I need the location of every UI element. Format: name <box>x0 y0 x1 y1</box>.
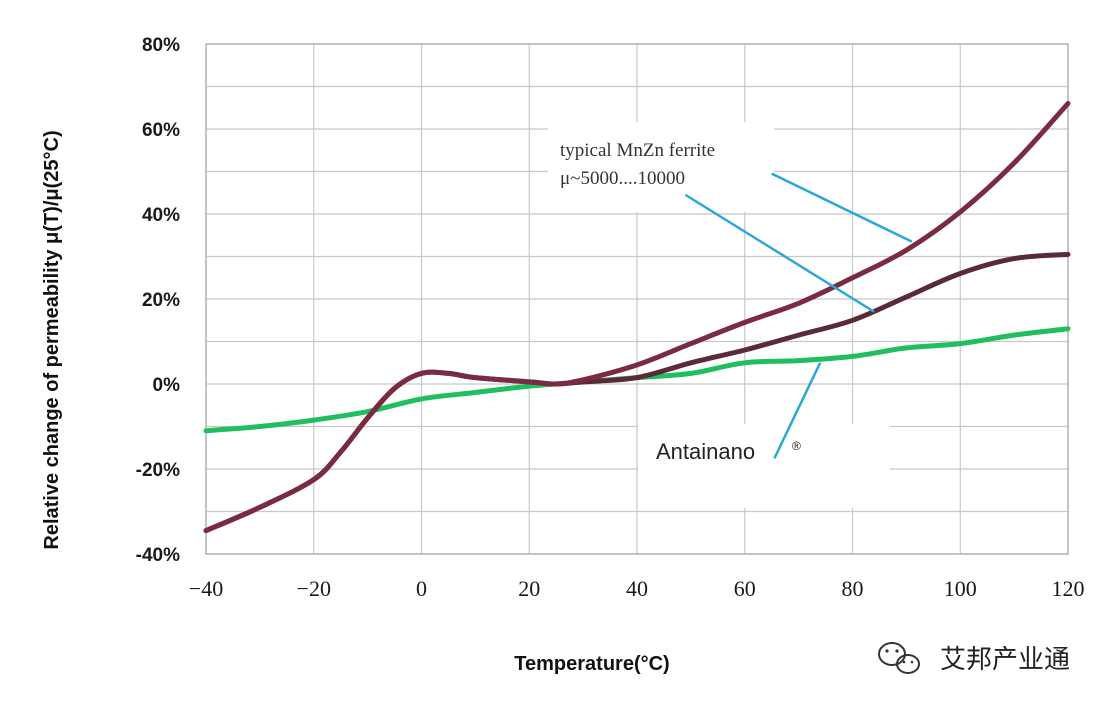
leader-line-mnzn-upper <box>771 172 913 243</box>
leader-lines <box>684 172 913 459</box>
x-tick-label: 100 <box>944 576 977 601</box>
x-tick-label: 60 <box>734 576 756 601</box>
antainano-annotation-box <box>638 424 890 508</box>
x-tick-label: 40 <box>626 576 648 601</box>
y-tick-label: -20% <box>136 460 180 481</box>
x-tick-label: 120 <box>1052 576 1085 601</box>
tick-labels: 80% 60% 40% 20% 0% -20% -40% −40 −20 0 20 40 60 80 100… <box>136 35 1085 601</box>
y-tick-label: 40% <box>142 205 180 226</box>
grid <box>205 43 1069 555</box>
y-tick-label: 0% <box>153 375 181 396</box>
x-tick-label: −20 <box>297 576 331 601</box>
antainano-registered-mark: ® <box>792 439 801 453</box>
annotations: typical MnZn ferrite μ~5000....10000 Ant… <box>548 122 890 508</box>
watermark: 艾邦产业通 <box>878 642 1070 675</box>
y-tick-label: 80% <box>142 35 180 56</box>
y-tick-label: 60% <box>142 120 180 141</box>
x-tick-label: 80 <box>842 576 864 601</box>
mnzn-annotation-box <box>548 122 774 212</box>
x-tick-label: 20 <box>518 576 540 601</box>
mnzn-label-line2: μ~5000....10000 <box>560 168 685 189</box>
y-tick-label: 20% <box>142 290 180 311</box>
mnzn-label-line1: typical MnZn ferrite <box>560 140 715 161</box>
plot-frame <box>205 43 1069 555</box>
leader-line-mnzn-lower <box>684 193 875 313</box>
series-mnzn-upper-line <box>203 101 1071 534</box>
antainano-label: Antainano <box>656 439 755 464</box>
x-tick-label: 0 <box>416 576 427 601</box>
leader-line-antainano <box>773 362 822 459</box>
x-tick-label: −40 <box>189 576 223 601</box>
y-tick-label: -40% <box>136 545 180 566</box>
x-axis-title: Temperature(°C) <box>514 653 669 675</box>
series-group <box>203 101 1071 534</box>
y-axis-title: Relative change of permeability μ(T)/μ(2… <box>41 130 63 549</box>
wechat-logo-icon <box>878 642 920 674</box>
watermark-text: 艾邦产业通 <box>940 645 1070 675</box>
